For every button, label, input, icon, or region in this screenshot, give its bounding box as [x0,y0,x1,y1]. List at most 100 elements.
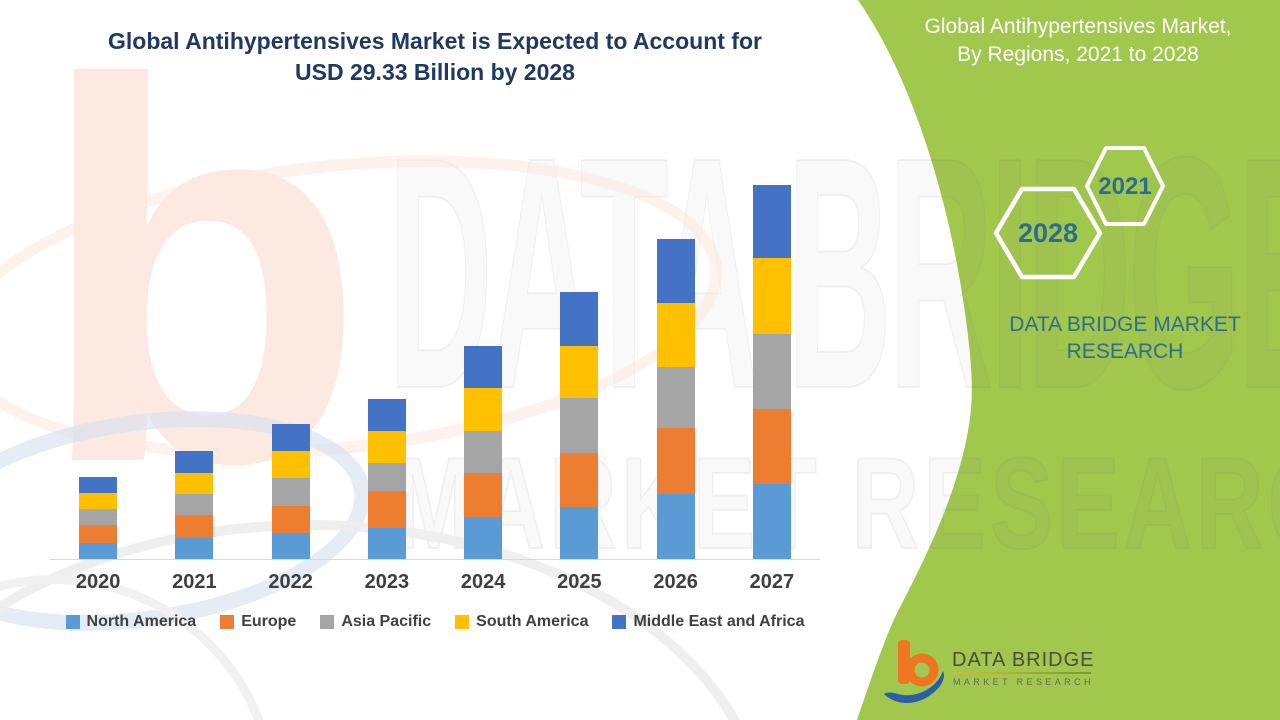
side-panel-shape [857,0,1280,720]
bar-segment-2021-europe [175,515,214,538]
bar-segment-2023-asia-pacific [367,463,406,491]
bar-segment-2025-north-america [560,507,599,559]
legend-item-europe: Europe [220,613,296,631]
legend-item-asia-pacific: Asia Pacific [320,613,431,631]
bar-segment-2025-south-america [560,346,599,398]
stacked-bar-chart: 2020 2021 2022 2023 2024 2025 2026 2027 North A… [50,170,820,630]
chart-title: Global Antihypertensives Market is Expec… [55,26,815,88]
plot-area [50,170,820,560]
bar-segment-2020-south-america [79,493,118,509]
side-panel-heading-line2: By Regions, 2021 to 2028 [957,43,1199,66]
bar-2021 [175,451,214,559]
bar-2023 [367,399,406,559]
bar-segment-2023-north-america [367,528,406,559]
bar-segment-2023-europe [367,491,406,528]
chart-legend: North America Europe Asia Pacific South Ame… [50,610,820,634]
bar-2025 [560,292,599,559]
x-axis-label-2022: 2022 [268,571,313,593]
legend-swatch-middle-east-and-africa [612,615,627,629]
legend-swatch-south-america [455,615,470,629]
bar-segment-2022-middle-east-and-africa [271,424,310,451]
hexagon-2021 [1085,146,1165,226]
chart-title-line1: Global Antihypertensives Market is Expec… [108,28,762,54]
bar-segment-2022-north-america [271,533,310,559]
bar-segment-2020-north-america [79,543,118,559]
bar-segment-2027-north-america [752,484,791,559]
hexagon-year-2021: 2021 [1098,173,1151,200]
bar-segment-2024-south-america [464,388,503,431]
bar-segment-2024-middle-east-and-africa [464,346,503,388]
bar-segment-2021-asia-pacific [175,494,214,515]
x-axis-label-2026: 2026 [653,571,698,593]
bar-segment-2020-middle-east-and-africa [79,477,118,493]
bar-segment-2021-middle-east-and-africa [175,451,214,473]
footer-logo-name: DATA BRIDGE [952,649,1095,671]
bar-segment-2022-europe [271,506,310,533]
bar-segment-2024-europe [464,473,503,517]
x-axis-label-2025: 2025 [557,571,602,593]
legend-label: Middle East and Africa [633,613,805,630]
x-axis-label-2023: 2023 [364,571,410,593]
watermark-text-line1: DATA BRIDGE [388,88,1280,457]
bar-segment-2027-south-america [752,258,791,334]
x-axis-label-2021: 2021 [172,571,217,593]
logo-b-bowl [905,653,939,687]
bar-segment-2025-asia-pacific [560,398,599,453]
side-panel-brand-text: DATA BRIDGE MARKET RESEARCH [955,311,1280,365]
hexagon-year-badges: 2028 2021 [993,146,1165,280]
footer-logo-subtitle: MARKET RESEARCH [953,677,1094,687]
bar-2022 [271,424,310,559]
legend-label: Asia Pacific [341,613,432,630]
x-axis-labels: 2020 2021 2022 2023 2024 2025 2026 2027 [50,559,820,593]
watermark-text-line2: MARKET RESEARCH [394,430,1280,576]
bar-segment-2026-south-america [656,303,695,367]
bar-segment-2021-north-america [175,538,214,559]
bar-segment-2021-south-america [175,473,214,494]
side-panel-brand-line1: DATA BRIDGE MARKET [1009,313,1241,336]
legend-swatch-asia-pacific [320,615,335,629]
bar-segment-2020-asia-pacific [79,509,118,525]
bar-2027 [752,185,791,559]
legend-item-middle-east-and-africa: Middle East and Africa [612,613,804,631]
bar-segment-2027-asia-pacific [752,334,791,409]
bar-segment-2022-south-america [271,451,310,478]
bar-segment-2020-europe [79,525,118,543]
footer-logo-underline [953,672,1091,674]
legend-label: Europe [241,613,297,630]
legend-item-south-america: South America [455,613,588,631]
legend-label: South America [476,613,589,630]
x-axis-label-2024: 2024 [460,571,506,593]
bar-segment-2024-asia-pacific [464,431,503,473]
legend-item-north-america: North America [65,613,197,631]
hexagon-year-2028: 2028 [1018,218,1078,248]
chart-title-line2: USD 29.33 Billion by 2028 [295,59,575,85]
bar-segment-2026-asia-pacific [656,367,695,428]
hexagon-2028 [993,186,1103,280]
bar-segment-2027-europe [752,409,791,484]
data-bridge-logo-icon [884,640,944,704]
bar-segment-2026-europe [656,428,695,494]
side-panel-brand-line2: RESEARCH [1066,340,1184,363]
bar-2020 [79,477,118,559]
logo-blue-swoosh [884,671,944,704]
bar-2024 [464,346,503,559]
bar-segment-2027-middle-east-and-africa [752,185,791,258]
bar-segment-2025-europe [560,453,599,507]
bar-2026 [656,239,695,559]
side-panel-heading-line1: Global Antihypertensives Market, [924,15,1232,38]
bar-segment-2024-north-america [464,517,503,559]
x-axis-label-2020: 2020 [75,571,121,593]
bar-segment-2022-asia-pacific [271,478,310,506]
legend-label: North America [86,613,197,630]
bar-segment-2025-middle-east-and-africa [560,292,599,346]
bar-segment-2023-middle-east-and-africa [367,399,406,431]
legend-swatch-north-america [65,615,80,629]
bar-segment-2023-south-america [367,431,406,463]
bar-segment-2026-north-america [656,494,695,559]
x-axis-label-2027: 2027 [749,571,795,593]
bar-segment-2026-middle-east-and-africa [656,239,695,303]
side-panel-heading: Global Antihypertensives Market, By Regi… [880,13,1276,69]
legend-swatch-europe [220,615,235,629]
